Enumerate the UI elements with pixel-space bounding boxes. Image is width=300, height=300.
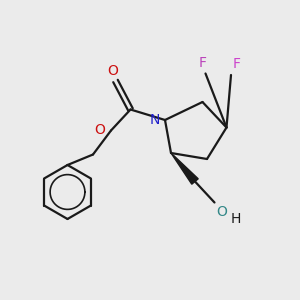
Text: F: F (232, 57, 241, 71)
Text: N: N (149, 113, 160, 127)
Text: F: F (199, 56, 206, 70)
Text: O: O (108, 64, 118, 78)
Polygon shape (171, 153, 198, 184)
Text: O: O (94, 124, 105, 137)
Text: H: H (231, 212, 242, 226)
Text: O: O (216, 205, 227, 219)
